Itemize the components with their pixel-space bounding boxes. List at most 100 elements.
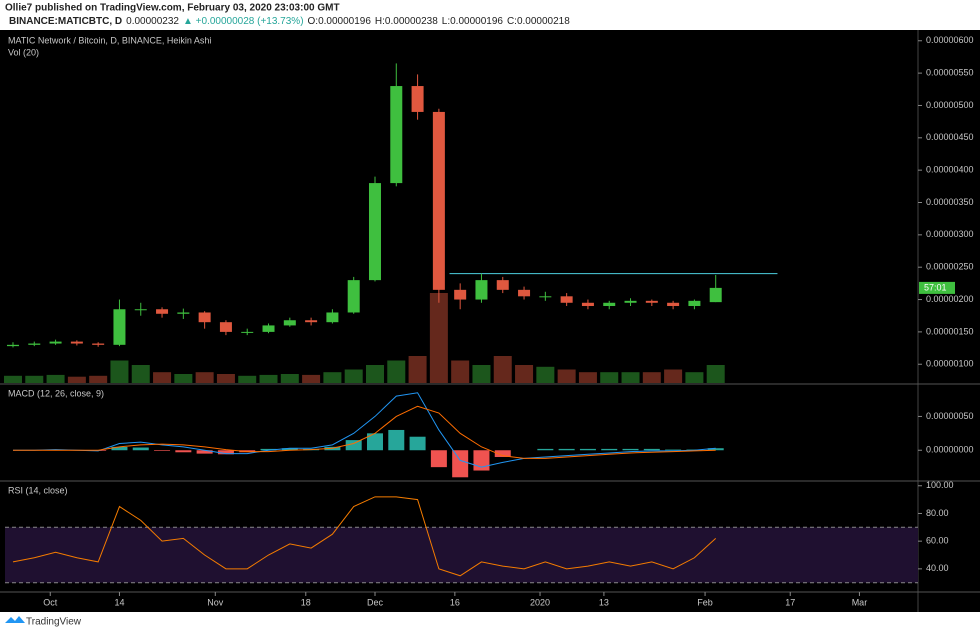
ohlc-value: O:0.00000196 — [308, 16, 372, 27]
y-tick-label: 0.00000350 — [926, 197, 974, 207]
histogram-bar — [217, 450, 234, 455]
symbol: BINANCE:MATICBTC, D — [9, 16, 122, 27]
x-tick-label: 17 — [785, 597, 795, 607]
candle-body — [70, 341, 83, 344]
ohlc-value: H:0.00000238 — [375, 16, 438, 27]
volume-bar — [408, 356, 427, 383]
x-tick-label: Oct — [43, 597, 58, 607]
volume-bar — [536, 366, 555, 383]
x-tick-label: 14 — [114, 597, 124, 607]
candle-body — [624, 300, 637, 303]
histogram-bar — [452, 450, 469, 478]
y-tick-label: 0.00000000 — [926, 445, 974, 455]
volume-bar — [472, 365, 491, 383]
y-tick-label: 40.00 — [926, 563, 949, 573]
histogram-bar — [175, 450, 192, 453]
candle-body — [581, 302, 594, 307]
candle-body — [305, 320, 318, 323]
y-tick-label: 0.00000300 — [926, 229, 974, 239]
volume-bar — [238, 375, 257, 383]
candle-body — [475, 280, 488, 300]
volume-bar — [600, 372, 619, 383]
volume-bar — [131, 365, 150, 383]
y-tick-label: 0.00000550 — [926, 67, 974, 77]
header-bg — [0, 0, 980, 30]
candle-body — [688, 300, 701, 307]
volume-bar — [664, 369, 683, 383]
candle-body — [283, 320, 296, 326]
x-tick-label: Mar — [852, 597, 868, 607]
candle-body — [28, 343, 41, 345]
volume-bar — [25, 375, 44, 383]
volume-bar — [557, 369, 576, 383]
candle-body — [198, 312, 211, 323]
candle-body — [518, 289, 531, 297]
histogram-bar — [111, 446, 128, 451]
candle-body — [347, 280, 360, 313]
volume-bar — [685, 372, 704, 383]
volume-title: Vol (20) — [8, 47, 39, 57]
volume-bar — [387, 360, 406, 383]
x-tick-label: Dec — [367, 597, 384, 607]
y-tick-label: 0.00000100 — [926, 359, 974, 369]
candle-body — [262, 325, 275, 332]
y-tick-label: 0.00000250 — [926, 262, 974, 272]
countdown: 57:01 — [924, 282, 947, 292]
volume-bar — [174, 374, 193, 383]
author-line: Ollie7 published on TradingView.com, Feb… — [5, 3, 340, 14]
y-tick-label: 0.00000150 — [926, 326, 974, 336]
histogram-bar — [345, 440, 362, 451]
histogram-bar — [366, 433, 383, 451]
candle-body — [667, 302, 680, 307]
volume-bar — [259, 374, 278, 383]
volume-bar — [195, 372, 214, 383]
volume-bar — [642, 372, 661, 383]
y-tick-label: 0.00000450 — [926, 132, 974, 142]
histogram-bar — [132, 447, 149, 451]
volume-bar — [621, 372, 640, 383]
volume-bar — [3, 375, 22, 383]
volume-bar — [67, 376, 86, 383]
volume-bar — [451, 360, 470, 383]
candle-body — [560, 296, 573, 303]
pane-title: MATIC Network / Bitcoin, D, BINANCE, Hei… — [8, 35, 211, 45]
candle-body — [411, 86, 424, 112]
y-tick-label: 80.00 — [926, 508, 949, 518]
footer-brand[interactable]: TradingView — [26, 617, 82, 628]
pane-title: RSI (14, close) — [8, 485, 68, 495]
histogram-bar — [409, 436, 426, 451]
volume-bar — [280, 374, 299, 383]
line — [12, 496, 717, 577]
ohlc-value: L:0.00000196 — [442, 16, 504, 27]
candle-body — [454, 289, 467, 300]
volume-bar — [323, 372, 342, 383]
volume-bar — [365, 365, 384, 383]
ohlc-value: C:0.00000218 — [507, 16, 570, 27]
candle-body — [496, 280, 509, 290]
y-tick-label: 0.00000050 — [926, 411, 974, 421]
histogram-bar — [707, 448, 724, 451]
x-tick-label: Feb — [697, 597, 713, 607]
candle-body — [49, 341, 62, 344]
line — [12, 392, 716, 468]
volume-bar — [46, 374, 65, 383]
volume-bar — [110, 360, 129, 383]
x-tick-label: 16 — [450, 597, 460, 607]
volume-bar — [706, 365, 725, 383]
histogram-bar — [196, 450, 213, 454]
y-tick-label: 100.00 — [926, 480, 954, 490]
histogram-bar — [579, 448, 596, 451]
candle-body — [156, 309, 169, 314]
candle-body — [645, 300, 658, 303]
x-tick-label: 13 — [599, 597, 609, 607]
logo — [5, 616, 25, 623]
candle-body — [113, 309, 126, 345]
last-price: 0.00000232 — [126, 16, 179, 27]
chart-bg — [0, 30, 980, 612]
volume-bar — [89, 375, 108, 383]
volume-bar — [216, 374, 235, 383]
candle-body — [603, 302, 616, 307]
candle-body — [134, 309, 147, 311]
histogram-bar — [537, 448, 554, 451]
volume-bar — [578, 372, 597, 383]
